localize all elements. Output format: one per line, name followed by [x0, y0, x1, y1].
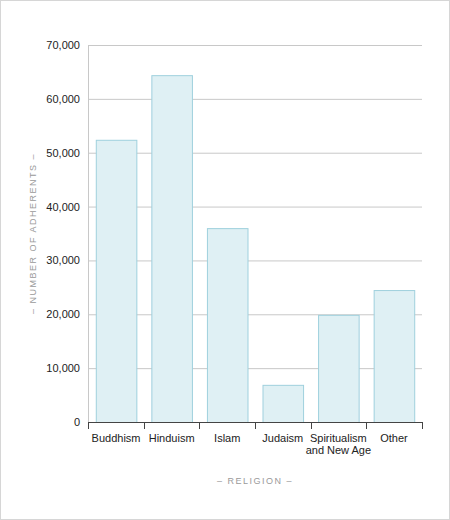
y-tick: 60,000: [46, 93, 88, 105]
x-tick: Spiritualismand New Age: [306, 422, 371, 456]
chart: 0 10,000 20,000 30,000 40,000 50,000 60,000 70,…: [0, 0, 450, 520]
bars: [96, 76, 414, 422]
x-tick-label-line: Spiritualism: [310, 432, 367, 444]
category-separator: [199, 422, 200, 429]
x-tick: Buddhism: [92, 422, 141, 444]
y-tick: 20,000: [46, 308, 88, 320]
bar: [263, 385, 304, 422]
x-tick-label: Judaism: [262, 432, 303, 444]
y-tick: 0: [74, 416, 88, 428]
grid-line: [88, 260, 422, 261]
x-tick: Islam: [214, 422, 240, 444]
y-tick-label: 30,000: [46, 254, 80, 266]
y-tick-label: 60,000: [46, 93, 80, 105]
bar: [374, 291, 415, 422]
category-separator: [255, 422, 256, 429]
y-tick: 10,000: [46, 362, 88, 374]
category-separators: [89, 422, 423, 429]
grid: [88, 46, 422, 423]
x-tick-label: Buddhism: [92, 432, 141, 444]
x-tick: Judaism: [262, 422, 303, 444]
x-axis: BuddhismHinduismIslamJudaismSpiritualism…: [89, 422, 423, 456]
bar: [96, 140, 137, 422]
y-tick-label: 70,000: [46, 39, 80, 51]
x-tick-label: Hinduism: [149, 432, 195, 444]
chart-frame: [1, 1, 450, 520]
x-tick-label-line: Islam: [214, 432, 240, 444]
y-axis: 0 10,000 20,000 30,000 40,000 50,000 60,000 70,…: [46, 39, 88, 428]
x-tick-label-line: Judaism: [262, 432, 303, 444]
grid-line: [88, 314, 422, 315]
grid-line: [88, 368, 422, 369]
y-tick: 30,000: [46, 254, 88, 266]
x-tick-label-line: Other: [380, 432, 408, 444]
x-tick-label: Spiritualismand New Age: [306, 432, 371, 457]
category-separator: [311, 422, 312, 429]
bar: [207, 229, 248, 422]
y-tick-label: 40,000: [46, 201, 80, 213]
grid-line: [88, 207, 422, 208]
category-separator: [88, 422, 89, 429]
x-tick: Hinduism: [149, 422, 195, 444]
category-separator: [366, 422, 367, 429]
category-separator: [422, 422, 423, 429]
y-tick-label: 50,000: [46, 147, 80, 159]
y-tick-label: 0: [74, 416, 80, 428]
y-axis-title: – NUMBER OF ADHERENTS –: [28, 153, 38, 314]
y-tick: 40,000: [46, 201, 88, 213]
bar: [319, 315, 360, 422]
grid-line: [88, 153, 422, 154]
y-tick: 50,000: [46, 147, 88, 159]
x-tick-label-line: Hinduism: [149, 432, 195, 444]
x-tick-label-line: and New Age: [306, 444, 371, 456]
grid-line: [88, 45, 422, 46]
x-tick-label: Other: [380, 432, 408, 444]
bar: [152, 76, 193, 422]
y-axis-line: [88, 46, 89, 423]
x-axis-title: – RELIGION –: [217, 476, 293, 486]
y-tick: 70,000: [46, 39, 88, 51]
y-tick-label: 10,000: [46, 362, 80, 374]
y-tick-label: 20,000: [46, 308, 80, 320]
grid-line: [88, 99, 422, 100]
plot: 0 10,000 20,000 30,000 40,000 50,000 60,000 70,…: [46, 39, 422, 456]
x-tick: Other: [380, 422, 408, 444]
x-tick-label-line: Buddhism: [92, 432, 141, 444]
category-separator: [144, 422, 145, 429]
x-tick-label: Islam: [214, 432, 240, 444]
